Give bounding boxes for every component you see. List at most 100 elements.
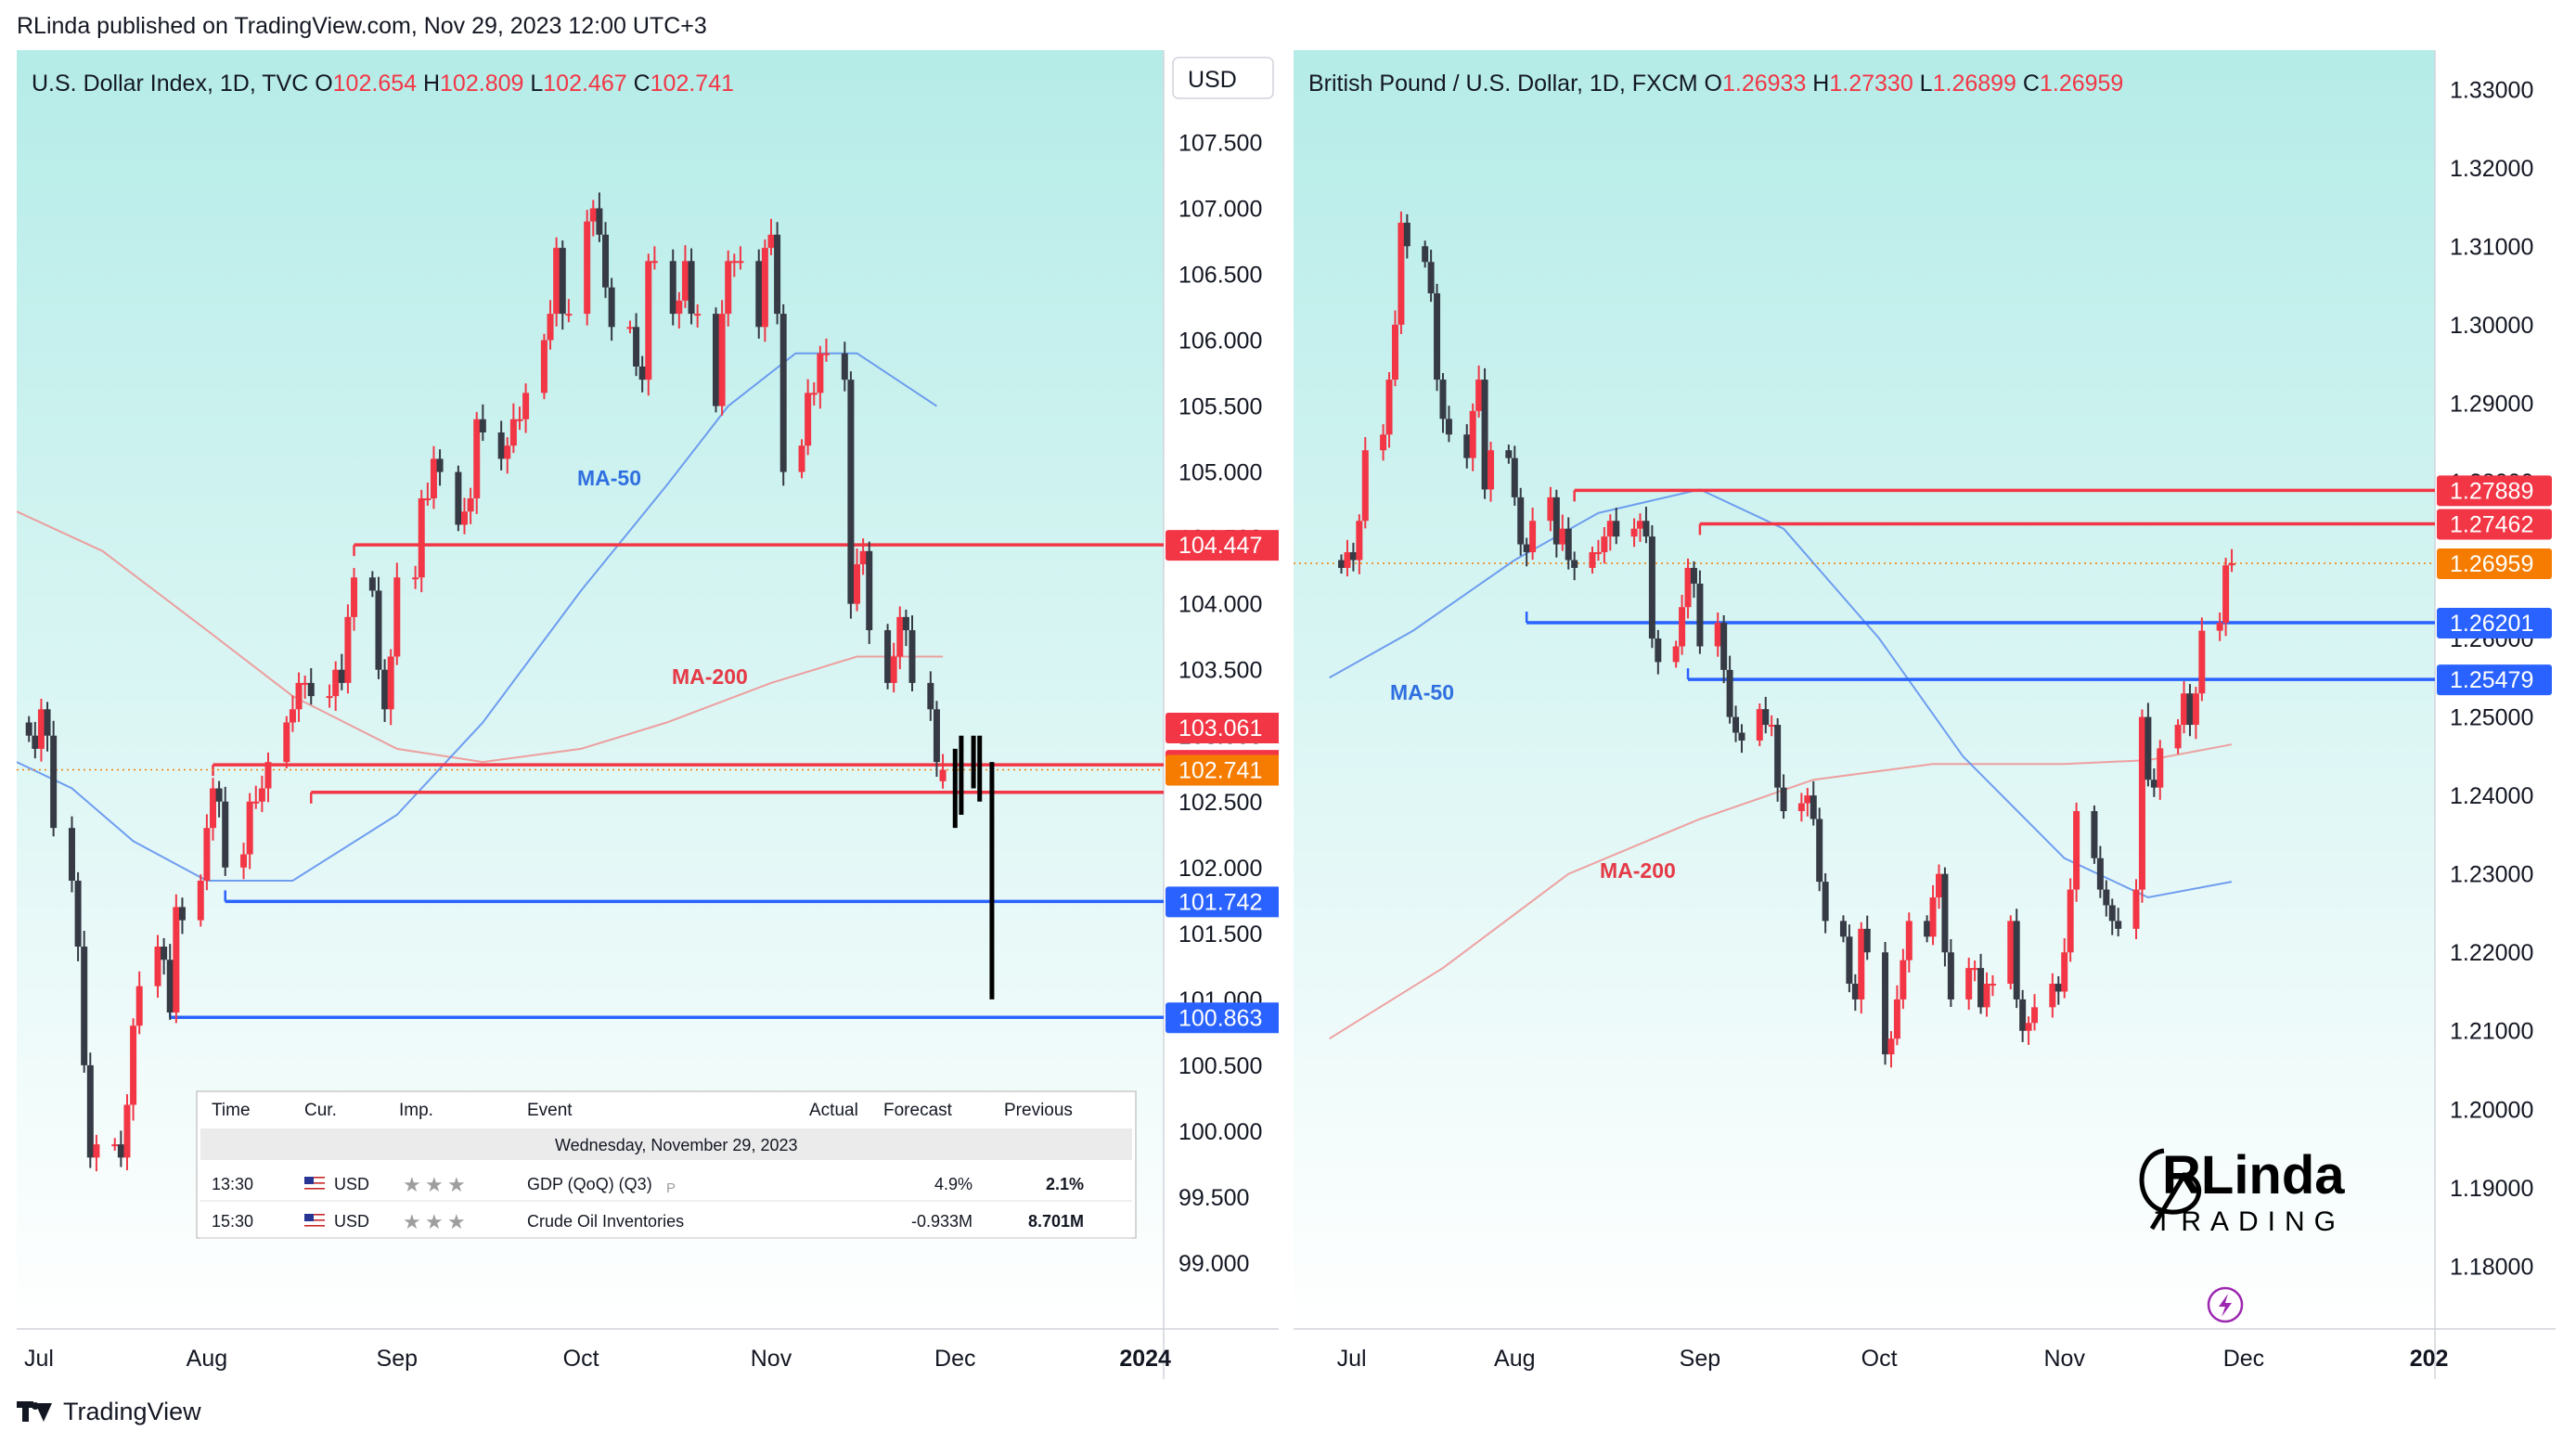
dxy-chart-panel[interactable]: 108.000107.500107.000106.500106.000105.5… — [17, 50, 1279, 1379]
calendar-row: 13:30 USD ★ ★ ★ GDP (QoQ) (Q3) P 4.9% 2.1% — [212, 1174, 1084, 1197]
ma50-line — [1329, 488, 2233, 899]
candle — [37, 709, 45, 749]
candle — [74, 880, 82, 948]
candle — [32, 735, 39, 749]
price-axis-tick: 1.24000 — [2450, 783, 2533, 809]
ma200-line — [17, 510, 944, 764]
candle — [1361, 450, 1369, 522]
candle — [1924, 921, 1931, 937]
calendar-header: Forecast — [883, 1101, 953, 1120]
candle — [633, 327, 640, 367]
candle — [2186, 693, 2194, 726]
candle — [638, 366, 646, 380]
price-axis-tick: 1.19000 — [2450, 1176, 2533, 1202]
candle — [302, 682, 309, 685]
dxy-chart[interactable]: 108.000107.500107.000106.500106.000105.5… — [17, 50, 1279, 1379]
candle — [2108, 905, 2116, 922]
last-candle — [939, 769, 947, 781]
flag-stripe — [304, 1185, 325, 1187]
ma50-label: MA-50 — [1390, 680, 1454, 704]
price-label-box — [2437, 608, 2552, 639]
candle — [688, 261, 695, 315]
candle — [246, 801, 253, 855]
last-candle — [2228, 562, 2235, 566]
chart-legend: British Pound / U.S. Dollar, 1D, FXCM O1… — [1308, 71, 2123, 97]
blue-price-label: 1.25479 — [2437, 664, 2552, 696]
candle — [1977, 968, 1985, 1008]
importance-star-icon: ★ — [425, 1211, 444, 1234]
importance-star-icon: ★ — [447, 1174, 466, 1197]
flag-stripe — [304, 1219, 325, 1221]
candle — [854, 564, 861, 604]
event-time: 13:30 — [212, 1175, 253, 1193]
candle — [1505, 450, 1513, 458]
candle — [774, 234, 781, 315]
candle — [2132, 889, 2140, 929]
blue-price-label: 1.26201 — [2437, 608, 2552, 639]
price-axis-tick: 102.500 — [1179, 790, 1262, 816]
watermark-tagline: TRADING — [2155, 1206, 2345, 1237]
watermark-swirl — [2139, 1148, 2202, 1231]
price-axis-tick: 1.31000 — [2450, 234, 2533, 260]
candle — [681, 261, 689, 301]
flag-stripe — [304, 1180, 325, 1181]
tradingview-brand-label: TradingView — [63, 1397, 201, 1425]
open-label: O — [1705, 71, 1722, 97]
flag-stripe — [304, 1217, 325, 1218]
candle — [1887, 1038, 1895, 1055]
candle — [1397, 222, 1405, 325]
candle — [2007, 921, 2015, 985]
candle — [1756, 709, 1763, 741]
candle — [1863, 928, 1871, 953]
candle — [307, 682, 315, 697]
time-axis-tick: 2024 — [1119, 1346, 1171, 1372]
price-label-box — [2437, 548, 2552, 579]
candle — [1882, 952, 1889, 1055]
last-price-label: 102.741 — [1166, 754, 1279, 786]
candle — [1613, 521, 1620, 537]
candle — [737, 261, 744, 264]
candle — [2049, 984, 2056, 1008]
price-label-text: 1.27462 — [2450, 511, 2533, 537]
gbpusd-chart[interactable]: 1.330001.320001.310001.300001.290001.280… — [1294, 50, 2556, 1379]
candle — [933, 709, 940, 763]
candle — [890, 656, 897, 683]
candle — [2198, 630, 2206, 694]
candle — [1780, 787, 1787, 812]
candle — [418, 498, 425, 578]
close-value: 102.741 — [650, 71, 734, 97]
candle — [522, 393, 530, 419]
currency-selector[interactable]: USD — [1172, 57, 1274, 99]
candle — [1637, 521, 1644, 529]
candle — [1816, 819, 1823, 883]
publish-info: RLinda published on TradingView.com, Nov… — [17, 13, 707, 39]
event-forecast: -0.933M — [911, 1212, 972, 1231]
candle — [694, 314, 702, 316]
candle — [1642, 521, 1650, 537]
low-value: 1.26899 — [1933, 71, 2016, 97]
candle — [1696, 583, 1704, 647]
price-axis-tick: 1.25000 — [2450, 705, 2533, 731]
candle — [908, 630, 916, 683]
time-axis-tick: Dec — [2223, 1346, 2264, 1372]
calendar-header: Actual — [809, 1101, 858, 1120]
candle — [455, 471, 462, 525]
gbpusd-chart-panel[interactable]: 1.330001.320001.310001.300001.290001.280… — [1294, 50, 2556, 1379]
candle — [1630, 528, 1638, 537]
calendar-date: Wednesday, November 29, 2023 — [555, 1136, 798, 1154]
candle — [1690, 567, 1697, 584]
candle — [2091, 811, 2098, 858]
candle — [859, 550, 867, 565]
preliminary-icon: P — [666, 1180, 676, 1196]
candle — [264, 762, 272, 789]
candle — [461, 511, 469, 525]
candle — [1511, 458, 1518, 497]
price-axis-tick: 99.000 — [1179, 1251, 1249, 1277]
ma200-line — [1329, 743, 2233, 1040]
price-label-box — [1166, 754, 1279, 786]
tradingview-brand[interactable]: TradingView — [17, 1396, 201, 1427]
candle — [368, 577, 376, 591]
price-label-text: 1.26201 — [2450, 611, 2533, 637]
calendar-row: 15:30 USD ★ ★ ★ Crude Oil Inventories -0.933M 8… — [212, 1211, 1084, 1234]
importance-star-icon: ★ — [403, 1211, 421, 1234]
